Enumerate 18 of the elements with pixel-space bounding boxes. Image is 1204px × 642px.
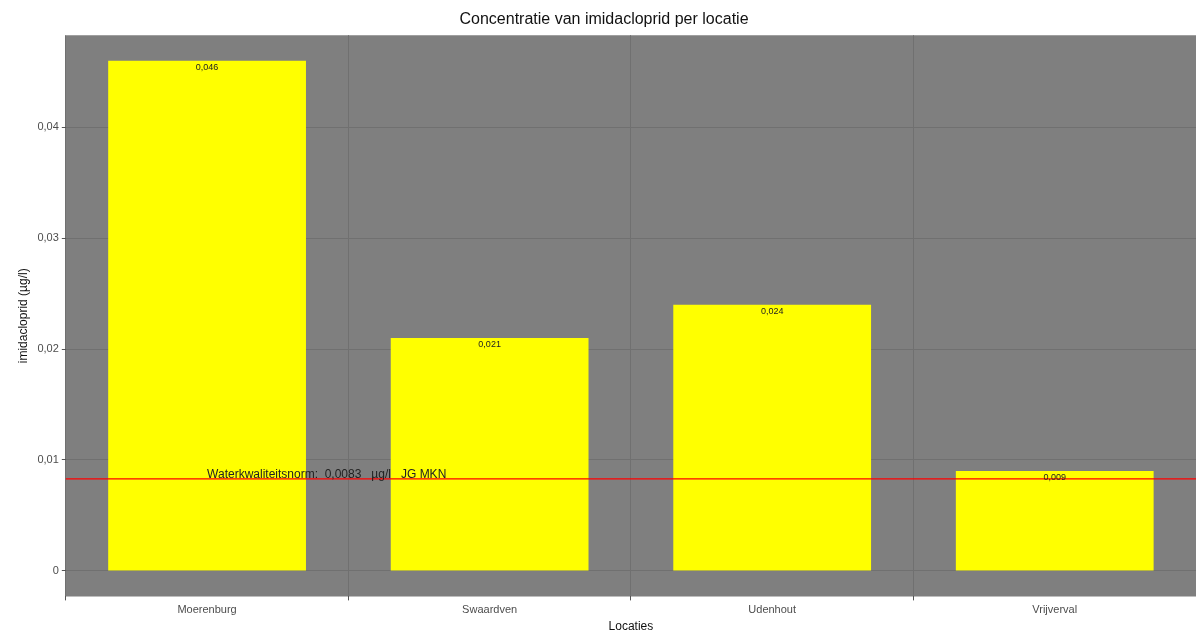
bar [390, 337, 589, 571]
x-tick-label: Swaardven [462, 603, 518, 616]
data-label: 0,046 [195, 61, 219, 72]
y-tick-label: 0,01 [37, 453, 59, 466]
y-axis-title: imidacloprid (µg/l) [15, 268, 30, 364]
x-tick-label: Moerenburg [177, 603, 237, 616]
data-label: 0,024 [760, 305, 784, 316]
x-axis-title: Locaties [608, 619, 654, 634]
data-label: 0,021 [478, 338, 501, 349]
y-tick-label: 0 [52, 563, 59, 576]
chart-title: Concentratie van imidacloprid per locatie [459, 10, 749, 28]
y-tick-label: 0,02 [37, 342, 59, 355]
y-tick-label: 0,04 [37, 120, 59, 133]
x-tick-label: Vrijverval [1032, 603, 1078, 616]
x-tick-label: Udenhout [748, 603, 797, 616]
y-tick-label: 0,03 [37, 231, 59, 244]
bar [955, 471, 1154, 571]
bar [673, 304, 872, 571]
